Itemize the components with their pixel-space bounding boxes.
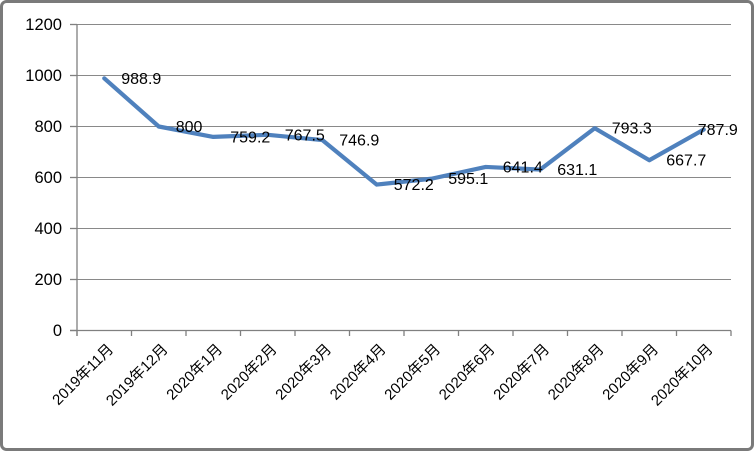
data-label: 800 <box>176 119 203 136</box>
data-label: 572.2 <box>394 177 434 194</box>
data-label: 767.5 <box>285 127 325 144</box>
data-label: 787.9 <box>698 122 738 139</box>
y-axis-tick-label: 0 <box>53 322 62 340</box>
y-axis-tick-label: 600 <box>34 169 62 187</box>
data-label: 793.3 <box>612 121 652 138</box>
y-axis-tick-label: 1000 <box>25 67 62 85</box>
data-label: 595.1 <box>448 171 488 188</box>
data-label: 746.9 <box>339 133 379 150</box>
data-label: 667.7 <box>666 153 706 170</box>
y-axis-tick-label: 200 <box>34 271 62 289</box>
y-axis-tick-label: 800 <box>34 118 62 136</box>
y-axis-tick-label: 400 <box>34 220 62 238</box>
series-line <box>102 76 706 187</box>
data-label: 631.1 <box>557 162 597 179</box>
data-label: 641.4 <box>503 159 543 176</box>
data-label: 759.2 <box>230 129 270 146</box>
y-axis-tick-label: 1200 <box>25 16 62 34</box>
data-label: 988.9 <box>121 71 161 88</box>
